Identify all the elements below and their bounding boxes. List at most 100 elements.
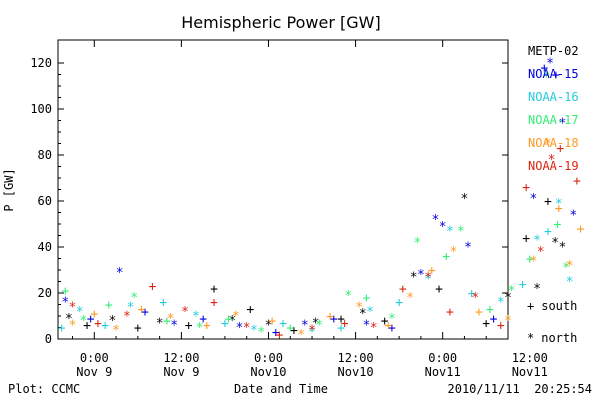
data-point-noaa-18: * xyxy=(504,314,512,329)
data-point-noaa-16: * xyxy=(366,305,374,320)
marker-legend-symbol: * xyxy=(527,331,534,345)
data-point-noaa-15: * xyxy=(529,192,537,207)
data-point-noaa-17: * xyxy=(562,261,570,276)
data-point-noaa-15: * xyxy=(432,213,440,228)
data-point-metp-02: * xyxy=(312,316,320,331)
data-point-noaa-17: + xyxy=(61,284,69,299)
data-point-noaa-15: * xyxy=(363,319,371,334)
data-point-noaa-16: * xyxy=(555,197,563,212)
data-point-noaa-18: * xyxy=(297,328,305,343)
x-tick-label: 12:00 xyxy=(512,351,548,365)
legend-metp-02: METP-02 xyxy=(528,44,579,58)
data-point-noaa-16: * xyxy=(127,300,135,315)
data-point-metp-02: * xyxy=(410,270,418,285)
data-point-noaa-15: + xyxy=(330,312,338,327)
x-tick-label: 0:00 xyxy=(254,351,283,365)
data-point-noaa-17: * xyxy=(315,319,323,334)
legend-noaa-17: NOAA-17 xyxy=(528,113,579,127)
data-point-noaa-16: * xyxy=(533,234,541,249)
y-tick-label: 80 xyxy=(38,148,52,162)
x-tick-date-label: Nov 9 xyxy=(163,365,199,379)
data-point-noaa-15: * xyxy=(464,241,472,256)
data-point-metp-02: * xyxy=(265,319,273,334)
data-point-noaa-17: * xyxy=(79,314,87,329)
data-point-noaa-19: * xyxy=(69,300,77,315)
x-tick-date-label: Nov10 xyxy=(250,365,286,379)
legend-noaa-18: NOAA-18 xyxy=(528,136,579,150)
data-point-noaa-16: + xyxy=(101,319,109,334)
data-point-metp-02: * xyxy=(533,282,541,297)
data-points: * + * + * ++*+* + * + * +*+*+*+*+* **+*+* +* + * + * +** *… xyxy=(58,57,585,343)
data-point-metp-02: * xyxy=(65,312,73,327)
y-tick-label: 20 xyxy=(38,286,52,300)
data-point-metp-02: * xyxy=(559,241,567,256)
data-point-noaa-19: * xyxy=(123,310,131,325)
data-point-noaa-16: * xyxy=(497,296,505,311)
data-point-noaa-16: * xyxy=(76,305,84,320)
data-point-noaa-16: * xyxy=(192,310,200,325)
data-point-noaa-17: * xyxy=(130,291,138,306)
data-point-metp-02: * xyxy=(109,314,117,329)
data-point-noaa-19: + xyxy=(522,181,530,196)
y-tick-label: 120 xyxy=(30,56,52,70)
data-point-noaa-15: * xyxy=(116,266,124,281)
data-point-noaa-19: * xyxy=(181,305,189,320)
data-point-noaa-18: + xyxy=(428,264,436,279)
x-tick-label: 0:00 xyxy=(428,351,457,365)
series-legend: METP-02 NOAA-15 NOAA-16 NOAA-17 NOAA-18 NOAA-… xyxy=(528,44,579,173)
data-point-noaa-16: * xyxy=(446,224,454,239)
y-tick-label: 0 xyxy=(45,332,52,346)
data-point-noaa-16: + xyxy=(519,277,527,292)
x-axis-label: Date and Time xyxy=(234,382,328,396)
data-point-noaa-18: + xyxy=(326,310,334,325)
data-point-noaa-19: + xyxy=(573,174,581,189)
data-point-noaa-18: + xyxy=(555,201,563,216)
data-point-noaa-16: + xyxy=(468,287,476,302)
data-point-metp-02: + xyxy=(210,282,218,297)
data-point-noaa-19: * xyxy=(548,153,556,168)
footer-credit: Plot: CCMC xyxy=(8,382,80,396)
data-point-metp-02: + xyxy=(544,195,552,210)
data-point-noaa-18: + xyxy=(268,314,276,329)
data-point-metp-02: * xyxy=(551,236,559,251)
legend-noaa-15: NOAA-15 xyxy=(528,67,579,81)
data-point-metp-02: * xyxy=(228,314,236,329)
data-point-noaa-16: + xyxy=(395,296,403,311)
data-point-noaa-17: + xyxy=(486,303,494,318)
data-point-noaa-16: + xyxy=(337,321,345,336)
y-axis-label: P [GW] xyxy=(2,168,16,211)
data-point-noaa-15: + xyxy=(141,305,149,320)
data-point-noaa-15: + xyxy=(272,326,280,341)
data-point-noaa-15: * xyxy=(546,57,554,72)
x-tick-date-label: Nov10 xyxy=(338,365,374,379)
data-point-noaa-18: * xyxy=(529,254,537,269)
data-point-noaa-19: + xyxy=(399,282,407,297)
data-point-noaa-17: * xyxy=(543,70,551,85)
chart-title: Hemispheric Power [GW] xyxy=(181,13,380,32)
data-point-noaa-16: * xyxy=(250,323,258,338)
data-point-noaa-19: + xyxy=(210,296,218,311)
data-point-noaa-19: * xyxy=(537,245,545,260)
data-point-noaa-18: + xyxy=(138,303,146,318)
data-point-noaa-19: + xyxy=(446,305,454,320)
data-point-noaa-17: + xyxy=(163,314,171,329)
data-point-noaa-18: * xyxy=(167,312,175,327)
data-point-metp-02: + xyxy=(381,314,389,329)
marker-legend-north: * north xyxy=(527,331,577,345)
data-point-noaa-15: * xyxy=(170,319,178,334)
data-point-noaa-15: * xyxy=(61,296,69,311)
data-point-noaa-17: + xyxy=(105,298,113,313)
data-point-metp-02: + xyxy=(185,319,193,334)
data-point-noaa-17: * xyxy=(457,224,465,239)
data-point-noaa-16: * xyxy=(424,273,432,288)
data-point-noaa-18: * xyxy=(566,259,574,274)
data-point-metp-02: + xyxy=(83,319,91,334)
data-point-noaa-17: * xyxy=(257,326,265,341)
data-point-noaa-15: * xyxy=(439,220,447,235)
y-tick-label: 60 xyxy=(38,194,52,208)
data-point-noaa-17: + xyxy=(526,252,534,267)
data-point-metp-02: + xyxy=(482,316,490,331)
data-point-noaa-18: * xyxy=(406,291,414,306)
